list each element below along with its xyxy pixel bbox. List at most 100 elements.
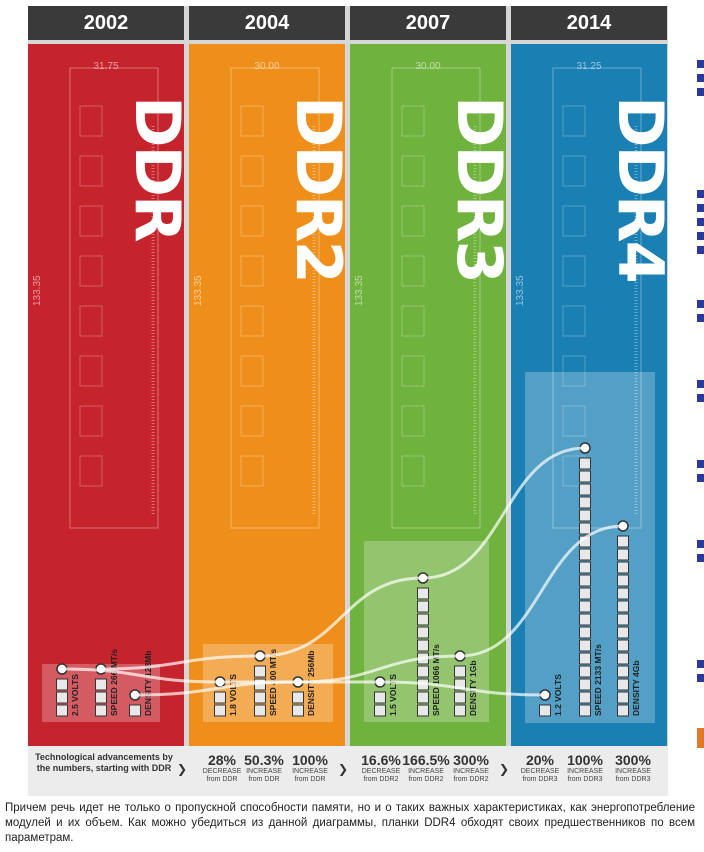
bar-label: 1.8 VOLTS bbox=[228, 674, 238, 716]
memory-chip bbox=[240, 455, 264, 487]
stat-type: INCREASE bbox=[292, 768, 328, 775]
stat-percent: 166.5% bbox=[402, 752, 450, 768]
sidebar-strip bbox=[697, 0, 704, 760]
stat-baseline: from DDR3 bbox=[567, 776, 603, 783]
trend-curve bbox=[134, 680, 299, 697]
bar-block bbox=[56, 678, 68, 691]
ddr-infographic: 2002 31.75 133.35 DDR 2004 30.00 133.35 … bbox=[28, 6, 668, 796]
year-label: 2014 bbox=[511, 6, 667, 40]
stat-percent: 28% bbox=[207, 752, 237, 768]
bar-block bbox=[617, 587, 629, 600]
bar-label: 1.2 VOLTS bbox=[553, 674, 563, 716]
stat-ddr2-density: 100% INCREASE from DDR bbox=[280, 752, 340, 784]
arrow-right-icon: ❯ bbox=[499, 762, 510, 776]
bar-block bbox=[95, 678, 107, 691]
stat-ddr3-density: 300% INCREASE from DDR2 bbox=[441, 752, 501, 784]
bar-block bbox=[617, 704, 629, 717]
stat-type: DECREASE bbox=[202, 768, 242, 775]
bar-block bbox=[454, 691, 466, 704]
trend-curve bbox=[422, 446, 586, 580]
memory-chip bbox=[240, 105, 264, 137]
bar-block bbox=[417, 691, 429, 704]
bar-block bbox=[579, 457, 591, 470]
trend-curve bbox=[100, 654, 261, 671]
column-ddr: 2002 31.75 133.35 DDR bbox=[28, 6, 184, 796]
bar-block bbox=[56, 691, 68, 704]
bar-label: 2.5 VOLTS bbox=[70, 674, 80, 716]
bar-block bbox=[254, 665, 266, 678]
bar-block bbox=[579, 561, 591, 574]
trend-curve bbox=[379, 680, 546, 697]
stat-percent: 100% bbox=[292, 752, 328, 768]
bar-block bbox=[417, 613, 429, 626]
year-label: 2002 bbox=[28, 6, 184, 40]
trend-curve bbox=[459, 524, 624, 658]
bar-block bbox=[579, 639, 591, 652]
bar-block bbox=[292, 691, 304, 704]
stat-percent: 300% bbox=[453, 752, 489, 768]
bar-block bbox=[214, 704, 226, 717]
memory-chip bbox=[401, 455, 425, 487]
bar-block bbox=[417, 704, 429, 717]
bar-block bbox=[417, 639, 429, 652]
bar-block bbox=[579, 496, 591, 509]
bar-block bbox=[579, 522, 591, 535]
bar-block bbox=[617, 652, 629, 665]
bar-label: SPEED 1066 MT/s bbox=[431, 644, 441, 716]
stat-ddr2-speed: 50.3% INCREASE from DDR bbox=[234, 752, 294, 784]
memory-chip bbox=[240, 155, 264, 187]
stat-baseline: from DDR bbox=[248, 776, 280, 783]
bar-block bbox=[617, 548, 629, 561]
bar-block bbox=[95, 691, 107, 704]
bar-block bbox=[417, 600, 429, 613]
module-outline bbox=[391, 67, 481, 529]
year-label: 2004 bbox=[189, 6, 345, 40]
trend-curve bbox=[61, 667, 221, 684]
bar-block bbox=[292, 704, 304, 717]
arrow-right-icon: ❯ bbox=[177, 762, 188, 776]
memory-chip bbox=[401, 355, 425, 387]
footer-band bbox=[28, 746, 668, 796]
bar-block bbox=[579, 483, 591, 496]
memory-chip bbox=[79, 255, 103, 287]
bar-block bbox=[579, 678, 591, 691]
bar-block bbox=[417, 626, 429, 639]
bar-label: DENSITY 1Gb bbox=[468, 660, 478, 716]
memory-chip bbox=[79, 455, 103, 487]
memory-chip bbox=[79, 105, 103, 137]
bar-block bbox=[129, 704, 141, 717]
memory-chip bbox=[79, 405, 103, 437]
bar-block bbox=[617, 600, 629, 613]
memory-chip bbox=[562, 105, 586, 137]
memory-chip bbox=[562, 155, 586, 187]
generation-name: DDR bbox=[121, 96, 184, 241]
bar-block bbox=[579, 613, 591, 626]
bar-block bbox=[617, 626, 629, 639]
bar-block bbox=[454, 665, 466, 678]
year-label: 2007 bbox=[350, 6, 506, 40]
bar-block bbox=[579, 587, 591, 600]
column-body bbox=[28, 44, 184, 746]
stat-percent: 300% bbox=[615, 752, 651, 768]
bar-block bbox=[374, 691, 386, 704]
memory-chip bbox=[79, 155, 103, 187]
bar-label: 1.5 VOLTS bbox=[388, 674, 398, 716]
memory-chip bbox=[401, 105, 425, 137]
bar-block bbox=[579, 665, 591, 678]
stat-type: INCREASE bbox=[567, 768, 603, 775]
module-width: 31.75 bbox=[93, 61, 119, 72]
stat-percent: 100% bbox=[567, 752, 603, 768]
stat-type: DECREASE bbox=[520, 768, 560, 775]
article-caption: Причем речь идет не только о пропускной … bbox=[5, 802, 695, 844]
stat-baseline: from DDR2 bbox=[453, 776, 489, 783]
bar-label: DENSITY 128Mb bbox=[143, 650, 153, 716]
stat-type: INCREASE bbox=[246, 768, 282, 775]
memory-chip bbox=[79, 305, 103, 337]
memory-chip bbox=[562, 355, 586, 387]
bar-block bbox=[617, 613, 629, 626]
bar-block bbox=[579, 548, 591, 561]
memory-chip bbox=[401, 305, 425, 337]
bar-label: SPEED 266 MT/s bbox=[109, 649, 119, 716]
bar-block bbox=[454, 678, 466, 691]
column-body bbox=[189, 44, 345, 746]
